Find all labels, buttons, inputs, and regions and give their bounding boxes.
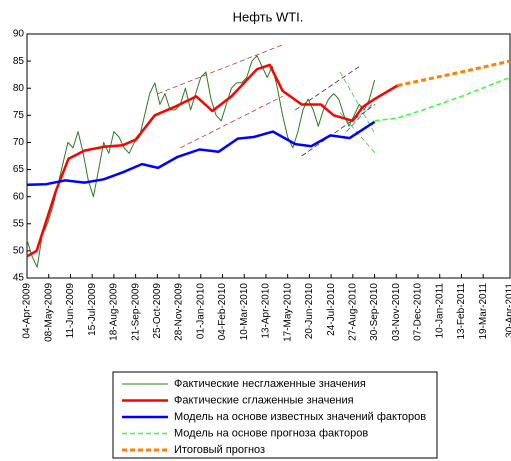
x-tick-label: 04-Apr-2009 [22, 283, 33, 339]
series-line [397, 59, 511, 87]
x-tick-label: 15-Jul-2009 [87, 283, 98, 336]
x-tick-label: 08-May-2009 [43, 283, 54, 342]
x-tick-label: 30-Apr-2011 [505, 283, 511, 338]
y-tick-label: 80 [13, 83, 25, 94]
y-tick-label: 60 [13, 191, 25, 202]
x-tick-label: 19-Mar-2011 [478, 283, 489, 340]
y-tick-label: 50 [13, 246, 25, 257]
x-tick-label: 27-Aug-2010 [347, 283, 358, 341]
y-tick-label: 90 [13, 29, 25, 40]
series-line [26, 55, 376, 268]
trend-line [180, 95, 283, 149]
x-tick-label: 03-Nov-2010 [391, 283, 402, 341]
y-tick-label: 75 [13, 110, 25, 121]
trend-line [301, 104, 376, 157]
y-tick-label: 55 [13, 218, 25, 229]
x-tick-label: 10-Jan-2011 [434, 283, 445, 339]
legend-label: Модель на основе известных значений факт… [174, 411, 426, 423]
x-tick-label: 25-Oct-2009 [152, 283, 163, 339]
x-tick-label: 20-Jun-2010 [304, 283, 315, 340]
x-tick-label: 04-Feb-2010 [217, 283, 228, 341]
y-tick-label: 45 [13, 273, 25, 284]
y-tick-label: 70 [13, 137, 25, 148]
x-tick-label: 30-Sep-2010 [369, 283, 380, 341]
series-line [26, 63, 399, 258]
y-tick-label: 85 [13, 56, 25, 67]
x-tick-label: 10-Mar-2010 [239, 283, 250, 341]
x-tick-label: 24-Jul-2010 [326, 283, 337, 336]
x-tick-label: 18-Aug-2009 [109, 283, 120, 341]
series-line [26, 120, 376, 186]
x-tick-label: 13-Apr-2010 [261, 283, 272, 339]
x-tick-label: 01-Jan-2010 [195, 283, 206, 340]
x-tick-label: 13-Feb-2011 [456, 283, 467, 340]
series-line [374, 76, 511, 122]
legend-label: Фактические несглаженные значения [174, 378, 366, 390]
chart-title: Нефть WTI. [233, 9, 304, 24]
x-tick-label: 11-Jun-2009 [65, 283, 76, 339]
x-tick-label: 07-Dec-2010 [413, 283, 424, 341]
plot-frame [26, 33, 511, 279]
y-tick-label: 65 [13, 164, 25, 175]
x-tick-label: 21-Sep-2009 [130, 283, 141, 341]
x-tick-label: 17-May-2010 [282, 283, 293, 342]
legend-box [112, 371, 438, 459]
trend-line [157, 44, 283, 95]
legend-label: Итоговый прогноз [174, 444, 265, 456]
legend-label: Фактические сглаженные значения [174, 394, 354, 406]
x-tick-label: 28-Nov-2009 [174, 283, 185, 341]
trend-line [346, 104, 373, 132]
legend-label: Модель на основе прогноза факторов [174, 427, 368, 439]
